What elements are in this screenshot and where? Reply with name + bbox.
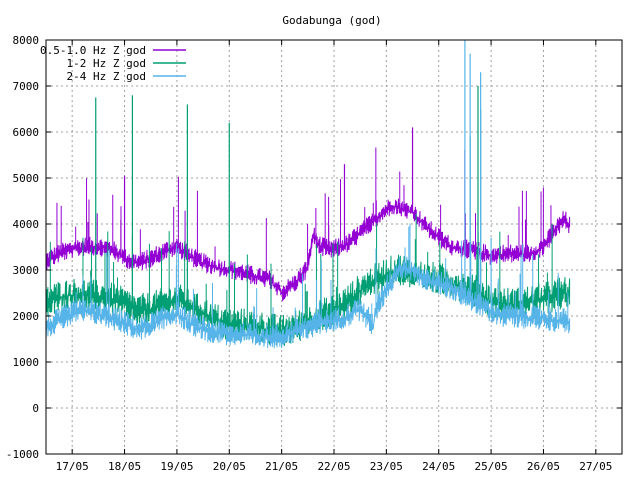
x-tick-label: 23/05 (370, 460, 403, 473)
chart-title: Godabunga (god) (282, 14, 381, 27)
x-tick-label: 22/05 (317, 460, 350, 473)
y-tick-label: 5000 (13, 172, 40, 185)
x-tick-label: 27/05 (579, 460, 612, 473)
y-tick-label: -1000 (6, 448, 39, 461)
y-tick-label: 0 (32, 402, 39, 415)
x-tick-label: 24/05 (422, 460, 455, 473)
legend-label: 1-2 Hz Z god (67, 57, 146, 70)
y-tick-label: 3000 (13, 264, 40, 277)
y-tick-label: 8000 (13, 34, 40, 47)
series-line (45, 256, 571, 349)
series-line (45, 198, 571, 302)
y-axis: -1000 0 1000 2000 3000 4000 5000 6000 7000 8000 (6, 34, 622, 461)
y-tick-label: 4000 (13, 218, 40, 231)
y-tick-label: 1000 (13, 356, 40, 369)
x-tick-label: 19/05 (160, 460, 193, 473)
series-layer (45, 40, 571, 349)
x-tick-label: 18/05 (108, 460, 141, 473)
x-tick-label: 25/05 (475, 460, 508, 473)
y-tick-label: 2000 (13, 310, 40, 323)
y-tick-label: 6000 (13, 126, 40, 139)
y-tick-label: 7000 (13, 80, 40, 93)
legend-label: 0.5-1.0 Hz Z god (40, 44, 146, 57)
x-axis: 17/05 18/05 19/05 20/05 21/05 22/05 23/05 24/05… (56, 40, 612, 473)
x-tick-label: 20/05 (213, 460, 246, 473)
x-tick-label: 21/05 (265, 460, 298, 473)
x-tick-label: 26/05 (527, 460, 560, 473)
legend-label: 2-4 Hz Z god (67, 70, 146, 83)
x-tick-label: 17/05 (56, 460, 89, 473)
